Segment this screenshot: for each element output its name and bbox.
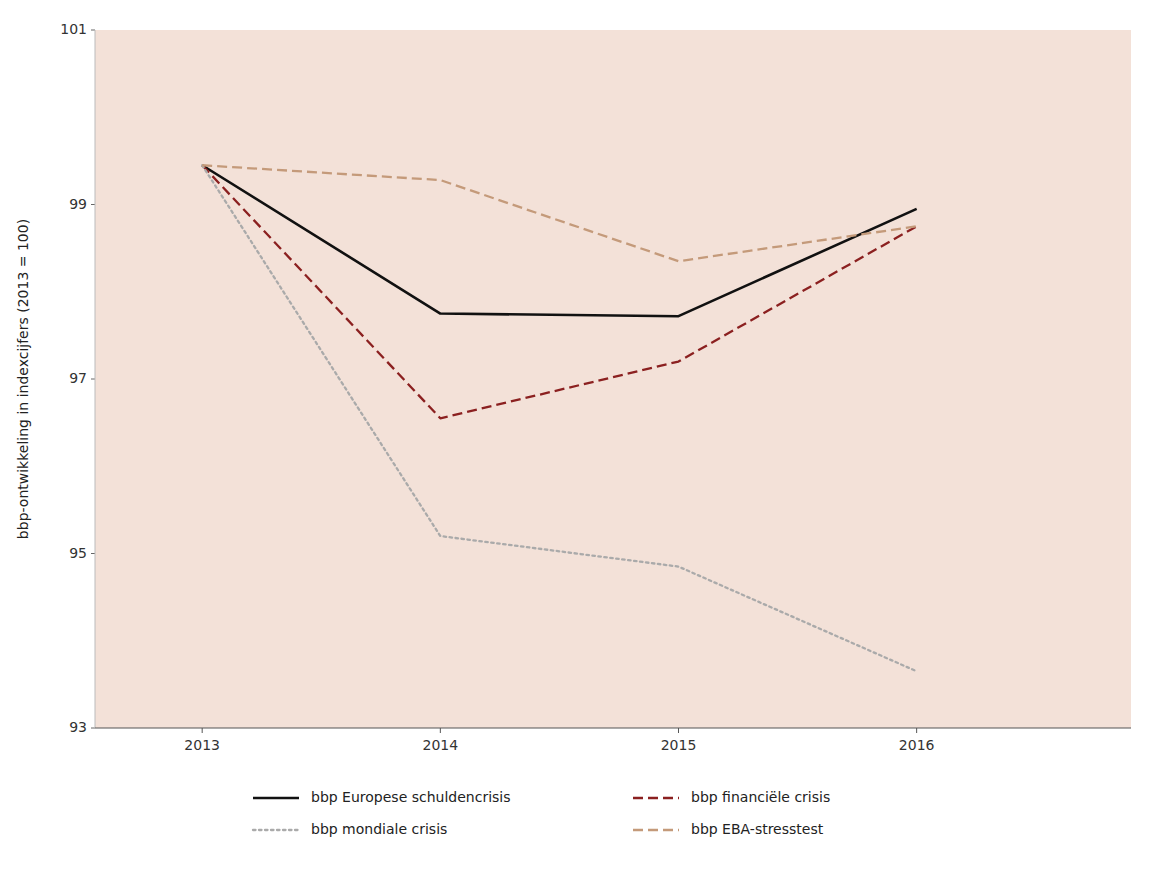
legend-swatch bbox=[633, 797, 679, 799]
series-line bbox=[202, 165, 916, 261]
y-axis-line bbox=[95, 30, 96, 728]
y-tick-label: 93 bbox=[69, 719, 87, 735]
plot-background bbox=[95, 30, 1131, 728]
y-tick-label: 101 bbox=[60, 21, 87, 37]
x-tick bbox=[440, 728, 441, 733]
x-axis-line bbox=[95, 727, 1131, 728]
legend-swatch bbox=[633, 829, 679, 831]
y-tick-label: 95 bbox=[69, 545, 87, 561]
x-tick-label: 2014 bbox=[423, 737, 459, 753]
legend-label: bbp EBA-stresstest bbox=[691, 821, 824, 837]
x-tick bbox=[202, 728, 203, 733]
y-tick bbox=[91, 204, 95, 205]
y-tick-label: 99 bbox=[69, 196, 87, 212]
y-tick bbox=[91, 728, 95, 729]
series-group bbox=[202, 165, 916, 671]
legend-label: bbp mondiale crisis bbox=[311, 821, 447, 837]
y-axis: 93 95 97 99 101 bbox=[60, 21, 95, 735]
x-tick bbox=[916, 728, 917, 733]
y-tick bbox=[91, 30, 95, 31]
y-tick bbox=[91, 553, 95, 554]
legend-label: bbp financiële crisis bbox=[691, 789, 830, 805]
legend-swatch bbox=[253, 829, 299, 831]
legend-swatch bbox=[253, 797, 299, 800]
legend: bbp Europese schuldencrisis bbp financiël… bbox=[253, 789, 830, 837]
y-tick bbox=[91, 379, 95, 380]
series-line bbox=[202, 165, 916, 671]
series-line bbox=[202, 165, 916, 418]
y-axis-title: bbp-ontwikkeling in indexcijfers (2013 =… bbox=[15, 219, 31, 539]
x-tick bbox=[678, 728, 679, 733]
x-tick-label: 2013 bbox=[184, 737, 220, 753]
x-axis: 2013 2014 2015 2016 bbox=[95, 728, 1131, 753]
x-tick-label: 2016 bbox=[899, 737, 935, 753]
y-tick-label: 97 bbox=[69, 370, 87, 386]
chart: 93 95 97 99 101 bbp-ontwikkeling in indexcijf… bbox=[0, 0, 1161, 878]
x-tick-label: 2015 bbox=[661, 737, 697, 753]
legend-label: bbp Europese schuldencrisis bbox=[311, 789, 511, 805]
series-line bbox=[202, 165, 916, 316]
